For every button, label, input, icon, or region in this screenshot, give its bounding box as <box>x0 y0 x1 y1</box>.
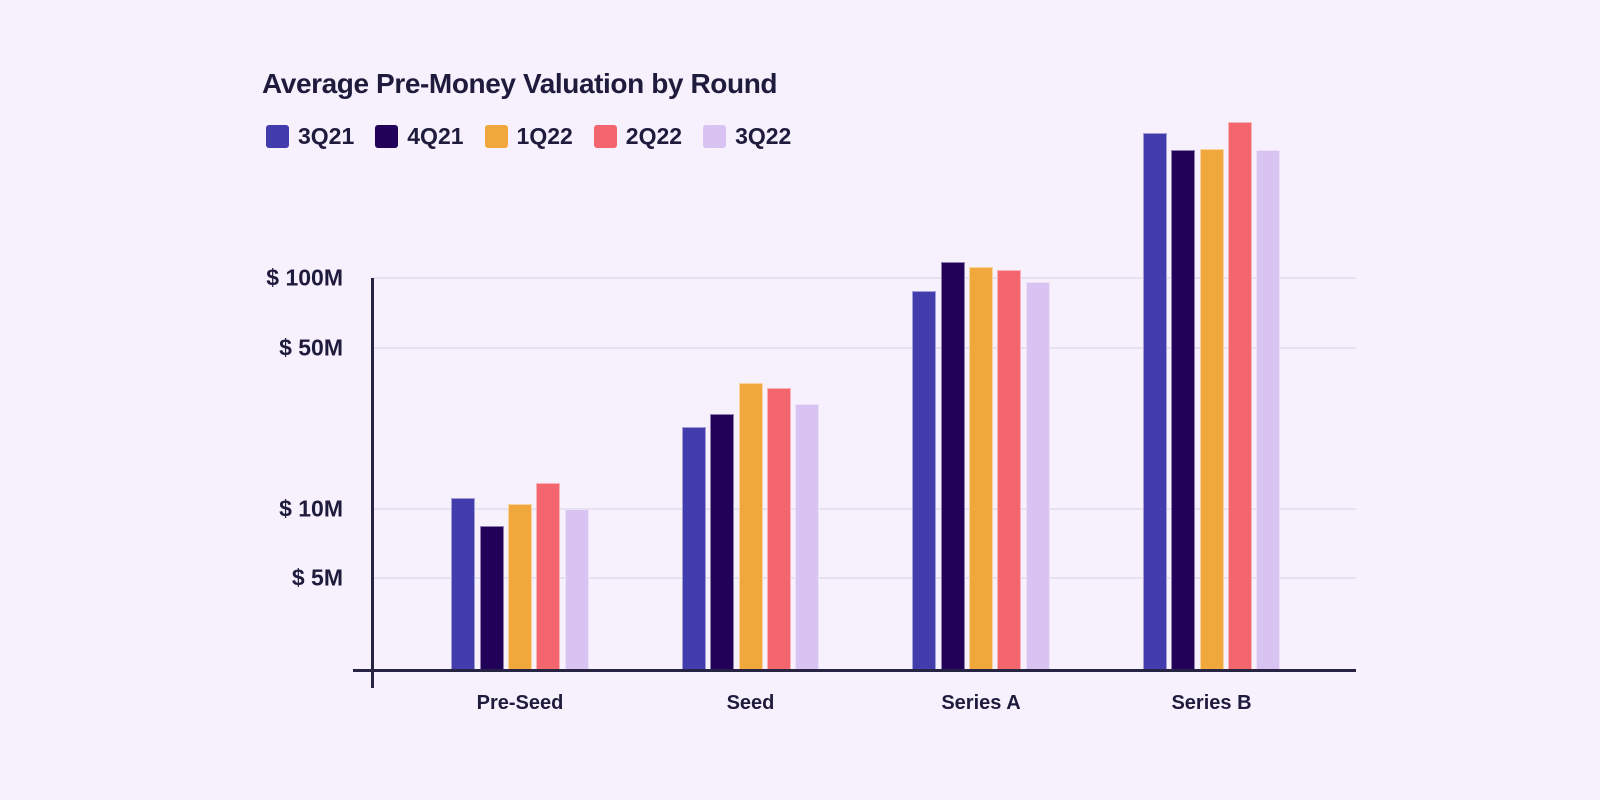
legend-swatch-4Q21 <box>375 125 399 148</box>
legend-item-3Q21: 3Q21 <box>266 123 354 150</box>
x-tick-label-series-a: Series A <box>941 692 1021 714</box>
legend-label-4Q21: 4Q21 <box>407 123 464 149</box>
y-tick-label-10M: $ 10M <box>279 495 343 522</box>
x-tick-label-pre-seed: Pre-Seed <box>476 692 564 714</box>
bar-1Q22-pre-seed <box>508 503 532 671</box>
gridline-50M <box>373 346 1356 349</box>
bar-1Q22-series-b <box>1199 148 1224 671</box>
legend-label-3Q21: 3Q21 <box>298 123 355 149</box>
bar-3Q22-series-a <box>1025 282 1050 671</box>
bar-4Q21-series-b <box>1171 149 1196 671</box>
legend-swatch-3Q22 <box>703 125 727 148</box>
bar-3Q21-series-b <box>1142 133 1167 671</box>
x-axis-line <box>353 669 1356 672</box>
gridline-10M <box>373 507 1356 510</box>
y-tick-label-100M: $ 100M <box>266 264 343 291</box>
bar-4Q21-seed <box>710 413 735 671</box>
bar-2Q22-series-a <box>997 269 1022 671</box>
chart-title: Average Pre-Money Valuation by Round <box>262 68 778 99</box>
bar-3Q22-pre-seed <box>564 508 589 671</box>
legend-item-3Q22: 3Q22 <box>703 123 791 150</box>
gridline-100M <box>373 277 1356 280</box>
bar-3Q22-seed <box>795 403 820 671</box>
legend-label-3Q22: 3Q22 <box>735 123 792 149</box>
legend-item-2Q22: 2Q22 <box>593 123 683 150</box>
y-tick-label-50M: $ 50M <box>279 334 343 361</box>
bar-4Q21-series-a <box>940 261 965 671</box>
y-tick-label-5M: $ 5M <box>291 564 343 591</box>
chart-legend: 3Q21 4Q21 1Q22 2Q22 3Q22 <box>266 123 812 150</box>
bar-3Q21-seed <box>681 427 706 671</box>
legend-swatch-3Q21 <box>266 125 289 148</box>
bar-3Q21-series-a <box>912 291 937 671</box>
legend-item-4Q21: 4Q21 <box>375 123 464 150</box>
legend-label-2Q22: 2Q22 <box>625 123 683 149</box>
bar-1Q22-seed <box>738 382 763 671</box>
bar-2Q22-pre-seed <box>536 483 561 671</box>
bar-2Q22-series-b <box>1227 122 1252 671</box>
bar-3Q21-pre-seed <box>451 498 476 671</box>
legend-swatch-1Q22 <box>484 125 508 148</box>
legend-swatch-2Q22 <box>593 125 617 148</box>
x-tick-label-seed: Seed <box>726 692 775 714</box>
legend-item-1Q22: 1Q22 <box>484 123 573 150</box>
legend-label-1Q22: 1Q22 <box>516 123 573 149</box>
bar-2Q22-seed <box>766 388 791 671</box>
bar-1Q22-series-a <box>969 266 993 671</box>
bar-3Q22-series-b <box>1256 149 1281 671</box>
y-axis-line <box>371 278 374 688</box>
x-tick-label-series-b: Series B <box>1171 692 1252 714</box>
bar-4Q21-pre-seed <box>479 526 504 671</box>
gridline-5M <box>373 577 1356 580</box>
